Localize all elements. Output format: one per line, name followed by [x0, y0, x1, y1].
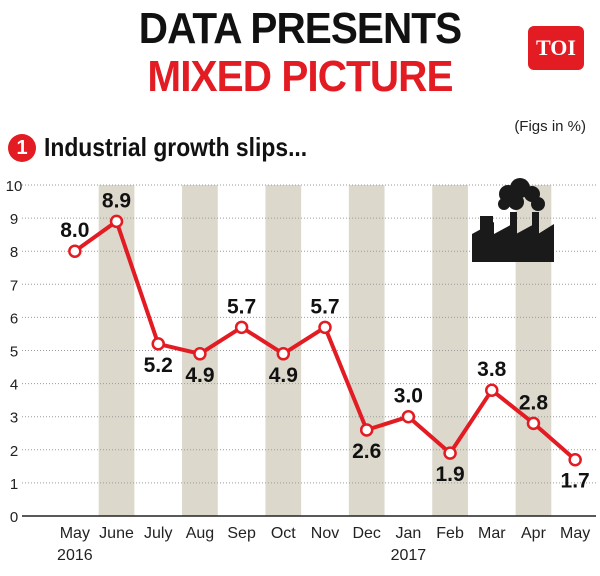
y-tick-label: 3	[10, 410, 18, 427]
y-tick-label: 4	[10, 377, 18, 394]
y-tick-label: 6	[10, 310, 18, 327]
shaded-band	[98, 185, 135, 516]
shaded-band	[348, 185, 385, 516]
data-point	[485, 383, 499, 397]
data-label: 1.7	[561, 470, 590, 493]
data-label: 2.8	[519, 391, 549, 414]
data-point	[68, 244, 82, 258]
x-tick-label: Nov	[311, 525, 339, 542]
data-label: 3.0	[394, 385, 423, 408]
x-tick-label: May	[60, 525, 90, 542]
data-label: 8.0	[60, 219, 89, 242]
x-tick-label: June	[99, 525, 134, 542]
x-tick-label: July	[144, 525, 172, 542]
data-point	[193, 347, 207, 361]
y-tick-label: 10	[6, 178, 23, 195]
data-label: 4.9	[269, 364, 298, 387]
x-tick-label: Feb	[436, 525, 464, 542]
section-number-badge: 1	[8, 134, 36, 162]
gridlines	[22, 184, 596, 517]
x-tick-label: Oct	[271, 525, 296, 542]
y-tick-label: 5	[10, 344, 18, 361]
y-tick-label: 1	[10, 476, 18, 493]
headline-line-1: DATA PRESENTS	[138, 4, 462, 53]
data-point	[151, 337, 165, 351]
shaded-band	[432, 185, 468, 516]
data-label: 1.9	[435, 463, 464, 486]
data-point	[526, 416, 541, 431]
data-label: 5.2	[144, 354, 173, 377]
data-point	[109, 214, 124, 229]
x-tick-label: Dec	[352, 525, 380, 542]
y-tick-label: 0	[10, 509, 18, 526]
x-tick-label: Sep	[227, 525, 256, 542]
chart-subtitle: Industrial growth slips...	[44, 132, 308, 162]
y-tick-label: 7	[10, 277, 18, 294]
factory-icon	[472, 178, 554, 262]
y-tick-label: 9	[10, 211, 18, 228]
data-labels: 8.0 8.9 5.2 4.9 5.7 4.9 5.7 2.6 3.0 1.9 3.8 2.8 1.7	[60, 189, 590, 492]
data-label: 3.8	[477, 358, 507, 381]
data-points	[68, 214, 582, 467]
data-point	[234, 320, 249, 335]
data-label: 5.7	[227, 295, 256, 318]
x-tick-label: Mar	[478, 525, 506, 542]
units-note: (Figs in %)	[514, 118, 586, 135]
data-label: 5.7	[310, 295, 339, 318]
data-point	[401, 409, 416, 424]
x-axis: May June July Aug Sep Oct Nov Dec Jan Feb Mar Apr Ma…	[57, 525, 590, 564]
data-point	[318, 320, 332, 335]
data-label: 4.9	[185, 364, 214, 387]
data-point	[359, 423, 374, 437]
toi-logo: TOI	[528, 26, 584, 70]
x-tick-label: Apr	[521, 525, 547, 542]
x-year-label: 2016	[57, 547, 93, 564]
x-tick-label: May	[560, 525, 590, 542]
y-tick-label: 2	[10, 443, 18, 460]
data-label: 8.9	[102, 189, 131, 212]
headline-line-2: MIXED PICTURE	[147, 52, 453, 101]
data-point	[276, 347, 291, 361]
data-point	[568, 452, 582, 467]
data-point	[443, 446, 457, 460]
x-tick-label: Aug	[186, 525, 214, 542]
y-axis: 0 1 2 3 4 5 6 7 8 9 10	[6, 178, 23, 526]
y-tick-label: 8	[10, 244, 18, 261]
x-tick-label: Jan	[395, 525, 421, 542]
x-year-label: 2017	[391, 547, 427, 564]
data-label: 2.6	[352, 440, 381, 463]
